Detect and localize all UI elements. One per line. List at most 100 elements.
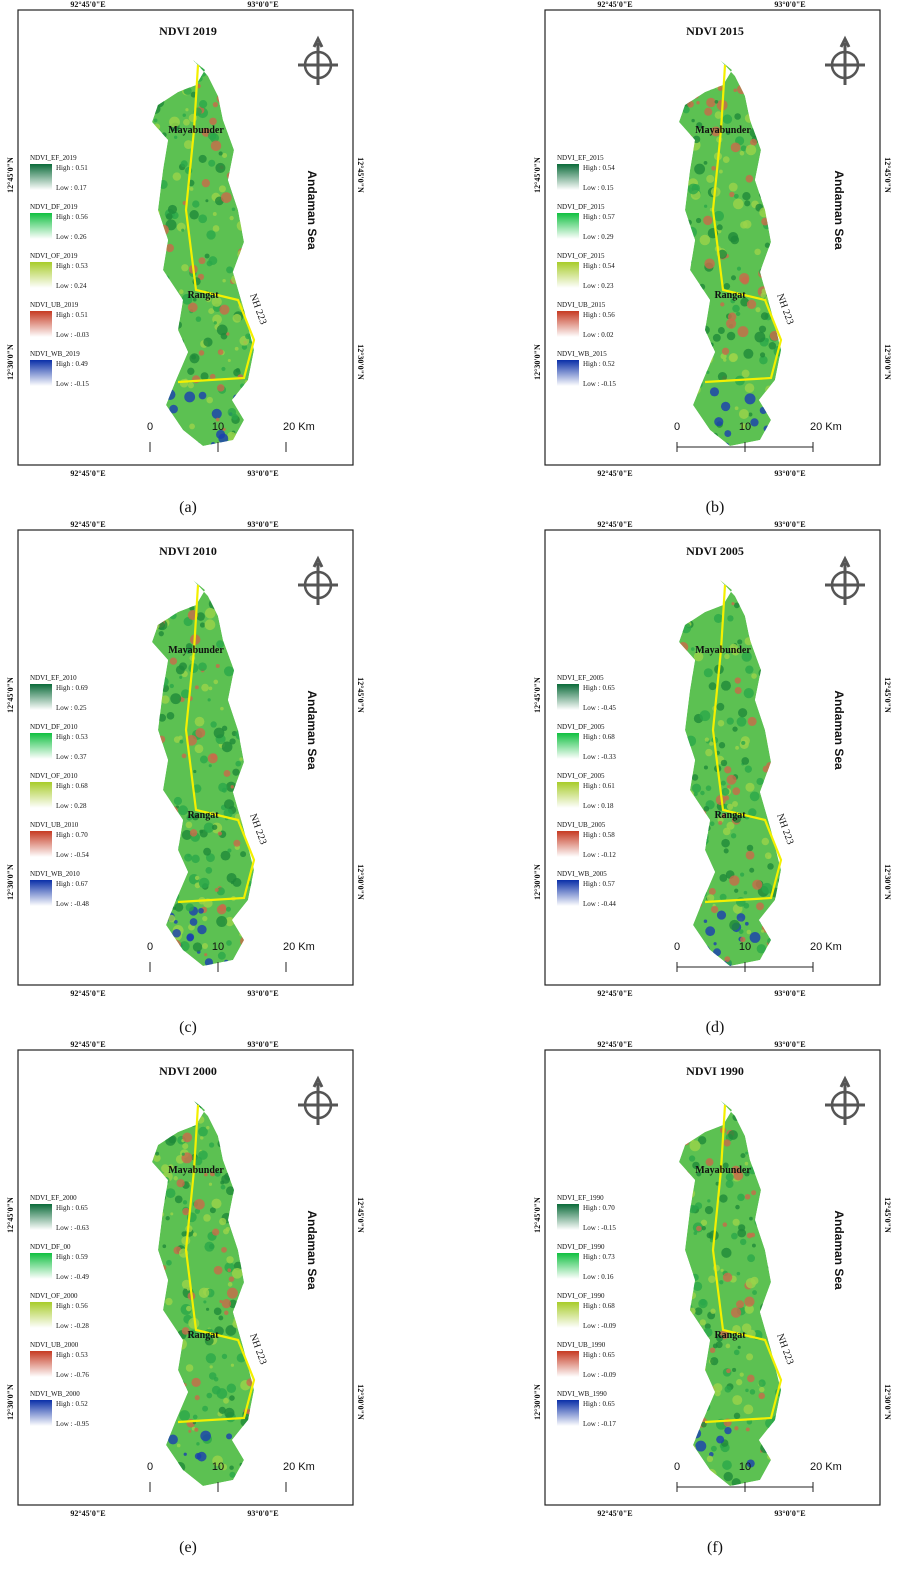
land-cover-patch: [716, 1341, 723, 1348]
land-cover-patch: [222, 1354, 227, 1359]
land-cover-patch: [195, 744, 204, 753]
land-cover-patch: [750, 791, 760, 801]
land-cover-patch: [724, 283, 731, 290]
land-cover-patch: [722, 788, 730, 796]
latitude-label: 12°30'0"N: [533, 1384, 542, 1420]
land-cover-patch: [740, 151, 745, 156]
land-cover-patch: [732, 726, 737, 731]
land-cover-patch: [728, 1130, 738, 1140]
legend-low: Low : -0.15: [583, 380, 616, 388]
land-cover-patch: [161, 695, 169, 703]
land-cover-patch: [731, 275, 736, 280]
page: {"map":{"towns":["Mayabunder","Rangat"],…: [0, 0, 897, 1580]
longitude-label: 92°45'0"E: [70, 1040, 105, 1049]
land-cover-patch: [767, 863, 774, 870]
land-cover-patch: [181, 264, 188, 271]
legend-name: NDVI_UB_2019: [30, 301, 79, 309]
land-cover-patch: [201, 684, 209, 692]
land-cover-patch: [706, 785, 712, 791]
legend-low: Low : -0.15: [56, 380, 89, 388]
longitude-label: 92°45'0"E: [70, 0, 105, 9]
land-cover-patch: [226, 907, 231, 912]
legend-name: NDVI_DF_2015: [557, 203, 605, 211]
scale-label: 0: [147, 941, 153, 953]
land-cover-patch: [179, 676, 182, 679]
land-cover-patch: [704, 806, 710, 812]
legend-high: High : 0.65: [583, 1400, 615, 1408]
land-cover-patch: [737, 326, 748, 337]
scale-label: 20 Km: [283, 421, 315, 433]
scale-label: 20 Km: [283, 941, 315, 953]
land-cover-patch: [193, 1415, 198, 1420]
land-cover-patch: [232, 207, 236, 211]
land-cover-patch: [216, 664, 220, 668]
land-cover-patch: [205, 254, 210, 259]
land-cover-patch: [170, 693, 181, 704]
land-cover-patch: [197, 925, 206, 934]
land-cover-patch: [195, 717, 205, 727]
land-cover-patch: [184, 1453, 187, 1456]
land-cover-patch: [179, 1410, 190, 1421]
land-cover-patch: [200, 756, 208, 764]
longitude-label: 92°45'0"E: [70, 520, 105, 529]
land-cover-patch: [218, 349, 224, 355]
scale-label: 20 Km: [810, 1461, 842, 1473]
town-label: Mayabunder: [695, 125, 751, 136]
land-cover-patch: [711, 906, 718, 913]
land-cover-patch: [191, 1378, 200, 1387]
land-cover-patch: [742, 370, 750, 378]
land-cover-patch: [228, 359, 231, 362]
legend-high: High : 0.67: [56, 880, 88, 888]
land-cover-patch: [734, 1426, 738, 1430]
legend-low: Low : 0.23: [583, 282, 614, 290]
land-cover-patch: [729, 192, 734, 197]
land-cover-patch: [166, 1216, 170, 1220]
legend-swatch: [30, 684, 52, 710]
land-cover-patch: [223, 1398, 229, 1404]
land-cover-patch: [743, 1405, 753, 1415]
land-cover-patch: [199, 350, 205, 356]
land-cover-patch: [190, 187, 194, 191]
land-cover-patch: [232, 1268, 243, 1279]
land-cover-patch: [727, 332, 736, 341]
land-cover-patch: [213, 102, 218, 107]
land-cover-patch: [229, 1276, 235, 1282]
land-cover-patch: [700, 1299, 706, 1305]
land-cover-patch: [689, 1155, 695, 1161]
scale-label: 0: [674, 421, 680, 433]
legend-high: High : 0.54: [583, 164, 615, 172]
land-cover-patch: [182, 1143, 188, 1149]
land-cover-patch: [209, 1372, 217, 1380]
town-label: Rangat: [714, 810, 746, 821]
land-cover-patch: [186, 903, 194, 911]
land-cover-patch: [731, 1307, 741, 1317]
scale-label: 0: [147, 1461, 153, 1473]
land-cover-patch: [754, 332, 765, 343]
land-cover-patch: [231, 881, 234, 884]
scale-label: 10: [212, 941, 224, 953]
longitude-label: 93°0'0"E: [247, 469, 278, 478]
land-cover-patch: [736, 312, 740, 316]
panel-label: (c): [179, 1019, 197, 1036]
scale-label: 10: [739, 1461, 751, 1473]
land-cover-patch: [750, 418, 758, 426]
land-cover-patch: [231, 1364, 234, 1367]
land-cover-patch: [723, 1222, 728, 1227]
legend-name: NDVI_OF_2000: [30, 1292, 78, 1300]
land-cover-patch: [186, 822, 193, 829]
land-cover-patch: [209, 687, 213, 691]
panel-label: (b): [706, 499, 725, 516]
legend-high: High : 0.73: [583, 1253, 615, 1261]
longitude-label: 92°45'0"E: [70, 469, 105, 478]
land-cover-patch: [228, 1282, 233, 1287]
legend-high: High : 0.65: [583, 684, 615, 692]
land-cover-patch: [758, 1393, 765, 1400]
legend-swatch: [557, 684, 579, 710]
land-cover-patch: [726, 1180, 734, 1188]
land-cover-patch: [214, 1266, 223, 1275]
land-cover-patch: [218, 783, 227, 792]
legend-swatch: [30, 1204, 52, 1230]
longitude-label: 92°45'0"E: [70, 1509, 105, 1518]
legend-swatch: [30, 782, 52, 808]
land-cover-patch: [219, 904, 226, 911]
